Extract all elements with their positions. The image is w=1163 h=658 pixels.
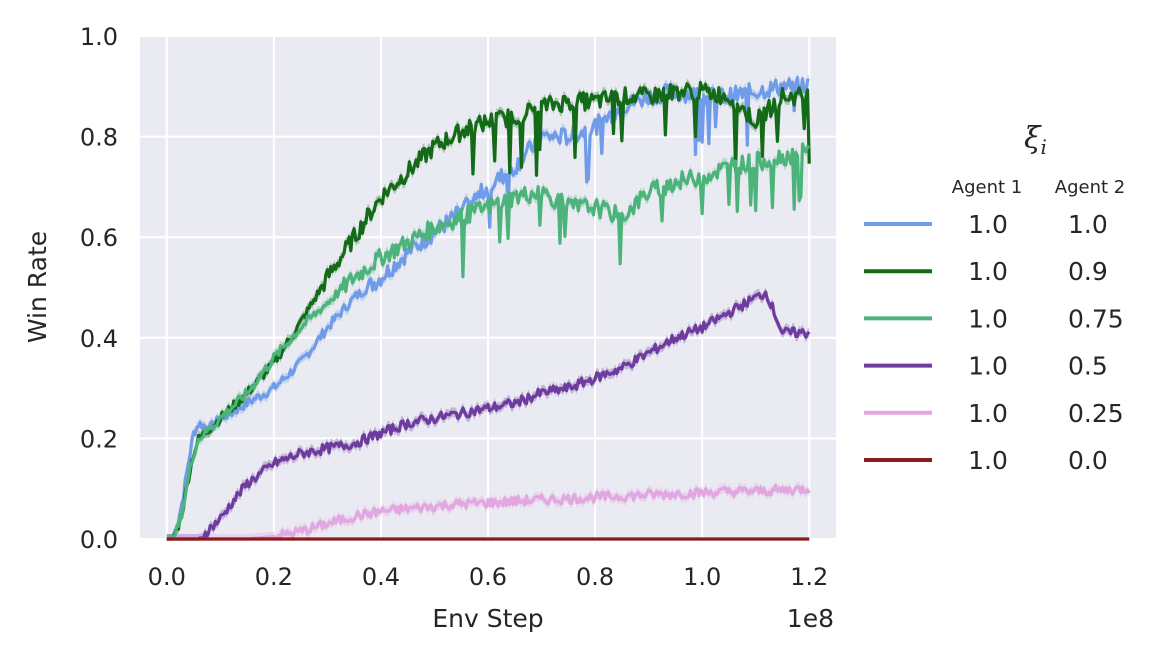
- x-axis-label: Env Step: [432, 604, 543, 633]
- series-band: [166, 139, 810, 539]
- legend-entries: 1.0 1.0 1.0 0.9 1.0 0.75 1.0 0.5 1.0 0.25 1.0 0.0: [864, 210, 1124, 475]
- legend-agent2-value: 0.5: [1068, 352, 1108, 381]
- legend-entry: 1.0 0.0: [864, 446, 1108, 475]
- series-lines: [166, 75, 811, 541]
- legend-title: ξi: [1024, 121, 1047, 159]
- series-line: [166, 80, 811, 541]
- series-line: [166, 290, 811, 541]
- legend-title-subscript: i: [1041, 135, 1047, 159]
- series-line: [166, 75, 810, 541]
- legend-agent1-value: 1.0: [968, 210, 1008, 239]
- x-tick-label: 0.2: [255, 563, 293, 591]
- x-tick-label: 1.0: [683, 563, 721, 591]
- legend-agent2-value: 1.0: [1068, 210, 1108, 239]
- series-line: [166, 483, 811, 541]
- x-tick-label: 1.2: [790, 563, 828, 591]
- legend-agent2-value: 0.25: [1068, 399, 1124, 428]
- legend-agent2-value: 0.0: [1068, 446, 1108, 475]
- y-tick-label: 1.0: [80, 23, 118, 51]
- y-axis-label: Win Rate: [23, 231, 52, 343]
- legend-header-agent1: Agent 1: [952, 177, 1022, 198]
- x-tick-label: 0.8: [576, 563, 614, 591]
- series-line: [166, 142, 811, 541]
- x-axis-offset-label: 1e8: [787, 604, 834, 633]
- legend-agent1-value: 1.0: [968, 446, 1008, 475]
- legend-entry: 1.0 0.5: [864, 352, 1108, 381]
- y-tick-label: 0.2: [80, 425, 118, 453]
- legend-agent1-value: 1.0: [968, 352, 1008, 381]
- legend-agent2-value: 0.9: [1068, 257, 1108, 286]
- legend: ξi Agent 1 Agent 2 1.0 1.01.0 0.91.0 0.751.…: [864, 121, 1125, 475]
- x-tick-label: 0.6: [469, 563, 507, 591]
- legend-title-symbol: ξ: [1024, 121, 1042, 156]
- legend-header-agent2: Agent 2: [1055, 177, 1125, 198]
- y-tick-label: 0.6: [80, 224, 118, 252]
- legend-entry: 1.0 1.0: [864, 210, 1108, 239]
- x-tick-label: 0.0: [148, 563, 186, 591]
- legend-entry: 1.0 0.75: [864, 304, 1124, 333]
- y-tick-label: 0.0: [80, 526, 118, 554]
- y-tick-label: 0.8: [80, 124, 118, 152]
- y-axis-ticks: 0.0 0.2 0.4 0.6 0.8 1.0: [80, 23, 118, 554]
- x-tick-label: 0.4: [362, 563, 400, 591]
- legend-agent2-value: 0.75: [1068, 304, 1124, 333]
- legend-entry: 1.0 0.25: [864, 399, 1124, 428]
- legend-agent1-value: 1.0: [968, 399, 1008, 428]
- x-axis-ticks: 0.0 0.2 0.4 0.6 0.8 1.0 1.2: [148, 563, 829, 591]
- legend-agent1-value: 1.0: [968, 304, 1008, 333]
- legend-agent1-value: 1.0: [968, 257, 1008, 286]
- legend-entry: 1.0 0.9: [864, 257, 1108, 286]
- y-tick-label: 0.4: [80, 325, 118, 353]
